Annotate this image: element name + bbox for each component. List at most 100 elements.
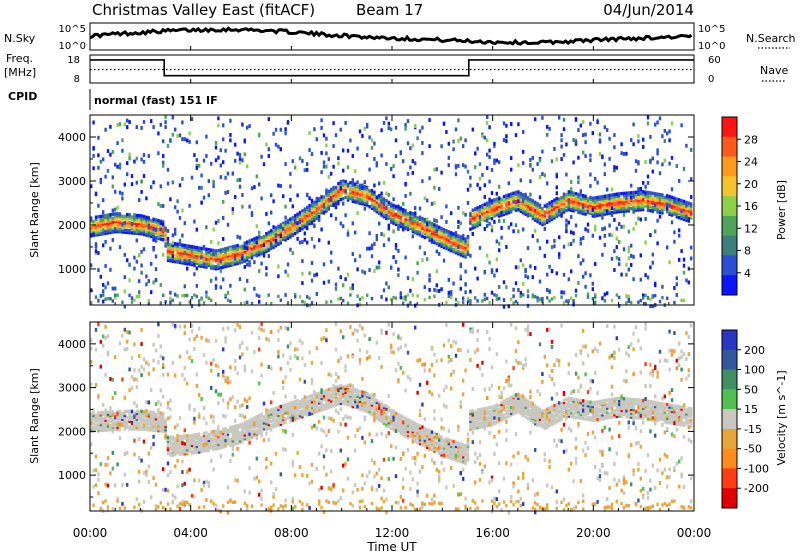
echo-cell bbox=[428, 144, 431, 149]
echo-cell bbox=[541, 212, 544, 217]
echo-cell bbox=[358, 193, 362, 197]
echo-cell bbox=[241, 256, 244, 261]
echo-cell bbox=[126, 222, 129, 227]
echo-cell bbox=[116, 123, 119, 127]
echo-cell bbox=[519, 291, 522, 295]
echo-cell bbox=[306, 211, 309, 216]
echo-cell bbox=[291, 497, 294, 502]
echo-cell bbox=[601, 208, 604, 213]
echo-cell bbox=[567, 208, 570, 212]
echo-cell bbox=[637, 192, 640, 196]
echo-cell bbox=[150, 185, 153, 190]
echo-cell bbox=[212, 227, 215, 232]
echo-cell bbox=[90, 263, 93, 268]
echo-cell bbox=[678, 208, 681, 212]
echo-cell bbox=[406, 225, 410, 230]
echo-cell bbox=[332, 121, 335, 126]
echo-cell bbox=[303, 362, 306, 367]
echo-cell bbox=[666, 196, 669, 200]
echo-cell bbox=[488, 202, 491, 206]
echo-cell bbox=[133, 266, 136, 271]
echo-cell bbox=[207, 480, 210, 485]
echo-cell bbox=[620, 199, 623, 204]
echo-cell bbox=[603, 204, 606, 208]
echo-cell bbox=[99, 428, 102, 433]
echo-cell bbox=[411, 224, 414, 228]
echo-cell bbox=[255, 250, 258, 254]
echo-cell bbox=[589, 153, 592, 158]
echo-cell bbox=[94, 233, 98, 237]
echo-cell bbox=[130, 296, 134, 301]
echo-cell bbox=[147, 464, 150, 469]
echo-cell bbox=[200, 260, 203, 264]
echo-cell bbox=[373, 196, 376, 200]
echo-cell bbox=[284, 394, 287, 399]
echo-cell bbox=[373, 157, 376, 161]
echo-cell bbox=[250, 417, 254, 421]
echo-cell bbox=[224, 175, 227, 180]
echo-cell bbox=[675, 203, 678, 207]
echo-cell bbox=[498, 160, 501, 165]
echo-cell bbox=[322, 210, 326, 215]
echo-cell bbox=[546, 204, 549, 209]
echo-cell bbox=[258, 253, 261, 257]
echo-cell bbox=[102, 289, 105, 294]
echo-cell bbox=[630, 183, 633, 188]
echo-cell bbox=[339, 221, 342, 226]
echo-cell bbox=[368, 167, 371, 172]
echo-cell bbox=[236, 234, 239, 239]
echo-cell bbox=[258, 347, 261, 352]
echo-cell bbox=[378, 207, 381, 212]
echo-cell bbox=[214, 439, 218, 443]
echo-cell bbox=[344, 179, 347, 184]
echo-cell bbox=[164, 238, 167, 242]
echo-cell bbox=[426, 225, 429, 229]
echo-cell bbox=[238, 261, 242, 265]
echo-cell bbox=[574, 196, 578, 200]
echo-cell bbox=[267, 416, 270, 421]
echo-cell bbox=[231, 247, 234, 251]
echo-cell bbox=[265, 421, 268, 426]
echo-cell bbox=[186, 293, 189, 298]
echo-cell bbox=[176, 258, 179, 262]
echo-cell bbox=[138, 413, 141, 418]
echo-cell bbox=[591, 212, 594, 216]
echo-cell bbox=[106, 219, 110, 223]
echo-cell bbox=[577, 175, 580, 180]
echo-cell bbox=[505, 245, 508, 249]
echo-cell bbox=[181, 373, 184, 377]
echo-cell bbox=[577, 180, 580, 185]
echo-cell bbox=[210, 385, 213, 390]
echo-cell bbox=[649, 158, 652, 163]
echo-cell bbox=[116, 164, 119, 169]
echo-cell bbox=[500, 226, 503, 230]
echo-cell bbox=[366, 189, 369, 193]
echo-cell bbox=[205, 442, 208, 447]
echo-cell bbox=[258, 245, 261, 249]
echo-cell bbox=[181, 249, 184, 253]
echo-cell bbox=[298, 216, 302, 221]
echo-cell bbox=[250, 433, 254, 437]
echo-cell bbox=[140, 458, 143, 463]
echo-cell bbox=[262, 419, 266, 423]
echo-cell bbox=[658, 210, 662, 215]
echo-cell bbox=[666, 206, 669, 211]
echo-cell bbox=[349, 185, 352, 189]
echo-cell bbox=[399, 221, 402, 226]
echo-cell bbox=[246, 300, 249, 304]
echo-cell bbox=[433, 167, 436, 172]
echo-cell bbox=[140, 230, 143, 234]
echo-cell bbox=[464, 239, 467, 243]
echo-cell bbox=[118, 341, 122, 346]
echo-cell bbox=[567, 190, 570, 194]
echo-cell bbox=[522, 211, 525, 215]
echo-cell bbox=[97, 415, 100, 419]
echo-cell bbox=[538, 209, 542, 213]
echo-cell bbox=[440, 236, 443, 241]
echo-cell bbox=[226, 440, 230, 444]
echo-cell bbox=[546, 218, 549, 222]
echo-cell bbox=[286, 236, 290, 240]
echo-cell bbox=[332, 199, 335, 203]
echo-cell bbox=[99, 230, 102, 234]
echo-cell bbox=[394, 246, 398, 251]
